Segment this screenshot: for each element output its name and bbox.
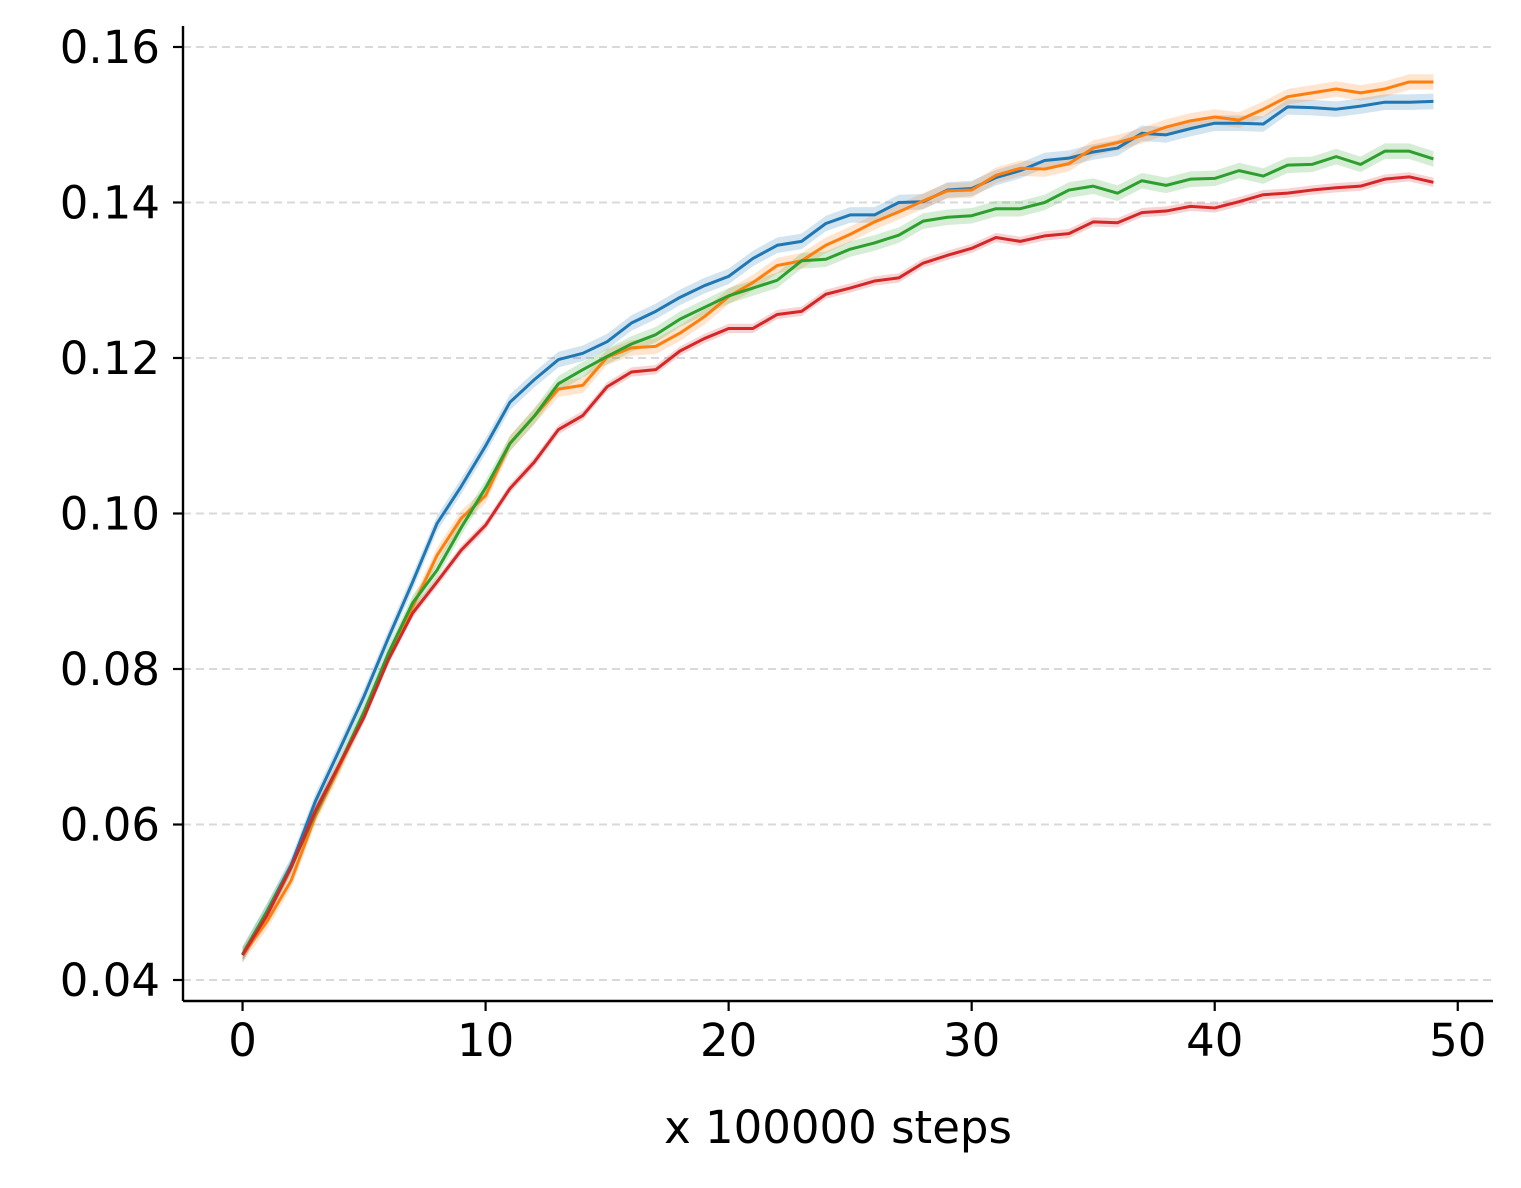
x-tick-label: 50 bbox=[1429, 1014, 1486, 1067]
y-tick-label: 0.04 bbox=[60, 954, 160, 1007]
y-tick-label: 0.14 bbox=[60, 176, 160, 229]
x-tick-label: 20 bbox=[700, 1014, 757, 1067]
series-lines bbox=[241, 80, 1434, 957]
series-2-line bbox=[241, 80, 1434, 957]
x-tick-label: 10 bbox=[457, 1014, 514, 1067]
x-tick-label: 0 bbox=[228, 1014, 257, 1067]
confidence-bands bbox=[242, 74, 1434, 963]
x-tick-label: 40 bbox=[1186, 1014, 1243, 1067]
series-1-band bbox=[242, 93, 1434, 963]
x-axis-ticks: 0 10 20 30 40 50 bbox=[228, 1001, 1486, 1067]
series-1-line bbox=[241, 99, 1434, 956]
series-2-band bbox=[242, 74, 1434, 963]
x-axis-title: x 100000 steps bbox=[664, 1101, 1012, 1154]
series-4-line bbox=[241, 175, 1434, 956]
y-tick-label: 0.10 bbox=[60, 488, 160, 541]
series-3-line bbox=[241, 149, 1434, 956]
y-tick-label: 0.06 bbox=[60, 799, 160, 852]
y-tick-label: 0.08 bbox=[60, 643, 160, 696]
y-axis-ticks: 0.04 0.06 0.08 0.10 0.12 0.14 0.16 bbox=[60, 21, 183, 1007]
y-tick-label: 0.12 bbox=[60, 332, 160, 385]
gridlines bbox=[183, 45, 1493, 982]
series-3-band bbox=[242, 143, 1434, 963]
y-tick-label: 0.16 bbox=[60, 21, 160, 74]
x-tick-label: 30 bbox=[943, 1014, 1000, 1067]
